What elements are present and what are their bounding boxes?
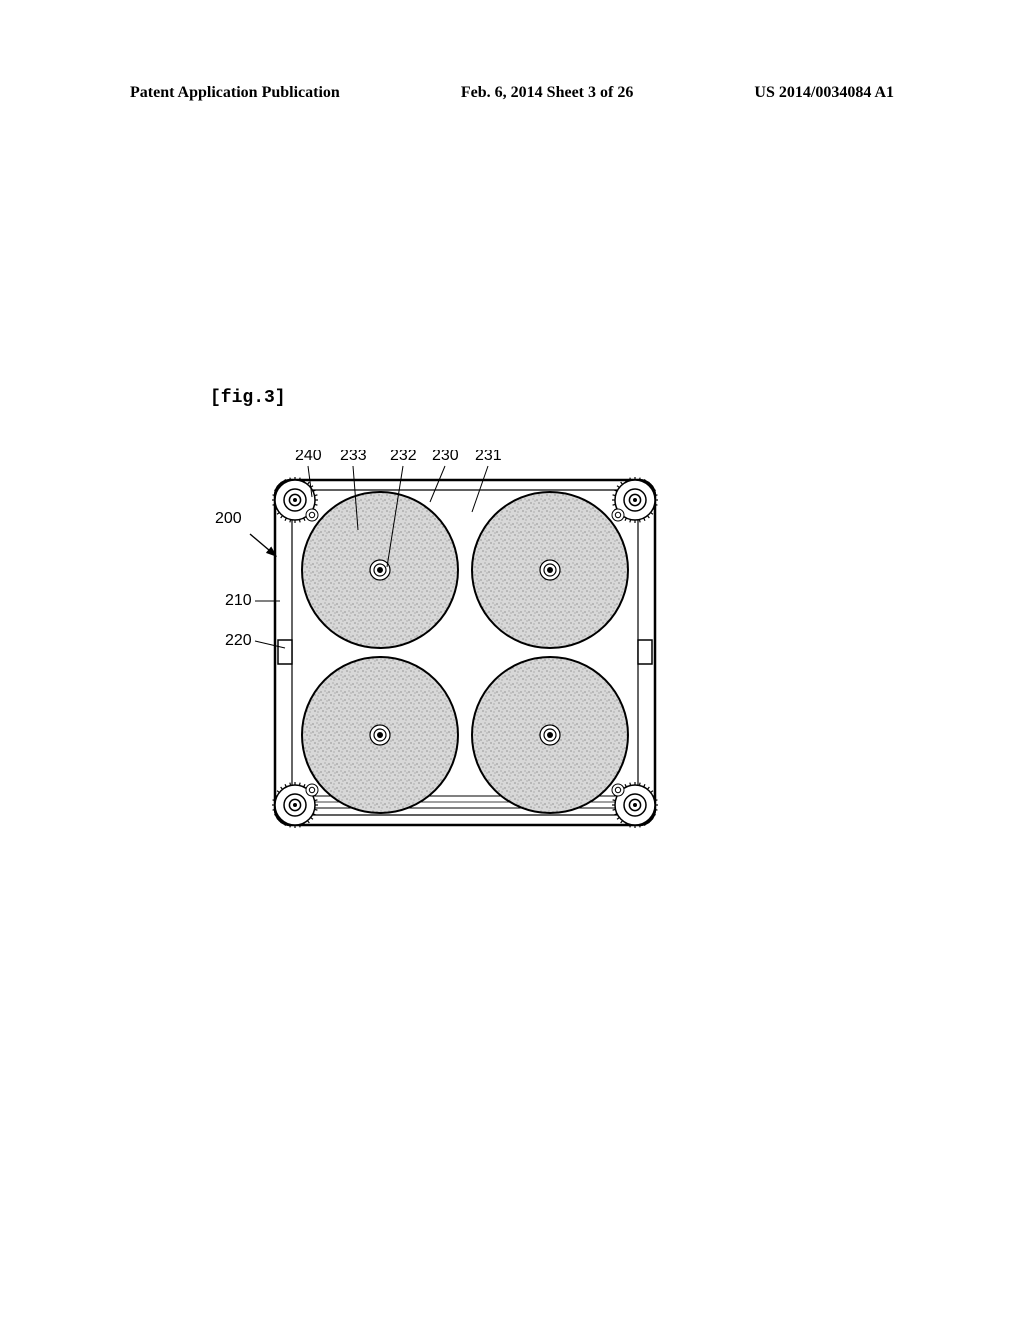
svg-text:233: 233 bbox=[340, 450, 367, 464]
header-right: US 2014/0034084 A1 bbox=[754, 84, 894, 102]
svg-text:231: 231 bbox=[475, 450, 502, 464]
svg-text:240: 240 bbox=[295, 450, 322, 464]
svg-text:230: 230 bbox=[432, 450, 459, 464]
svg-text:220: 220 bbox=[225, 632, 252, 649]
svg-text:232: 232 bbox=[390, 450, 417, 464]
svg-text:200: 200 bbox=[215, 510, 242, 527]
figure-svg: 240 233 232 230 231 200 210 220 bbox=[200, 450, 700, 850]
header-left: Patent Application Publication bbox=[130, 84, 340, 102]
header-center: Feb. 6, 2014 Sheet 3 of 26 bbox=[461, 84, 633, 102]
svg-text:210: 210 bbox=[225, 592, 252, 609]
figure-label: [fig.3] bbox=[210, 388, 286, 408]
page-header: Patent Application Publication Feb. 6, 2… bbox=[130, 84, 894, 102]
figure-3-diagram: 240 233 232 230 231 200 210 220 bbox=[200, 450, 700, 850]
